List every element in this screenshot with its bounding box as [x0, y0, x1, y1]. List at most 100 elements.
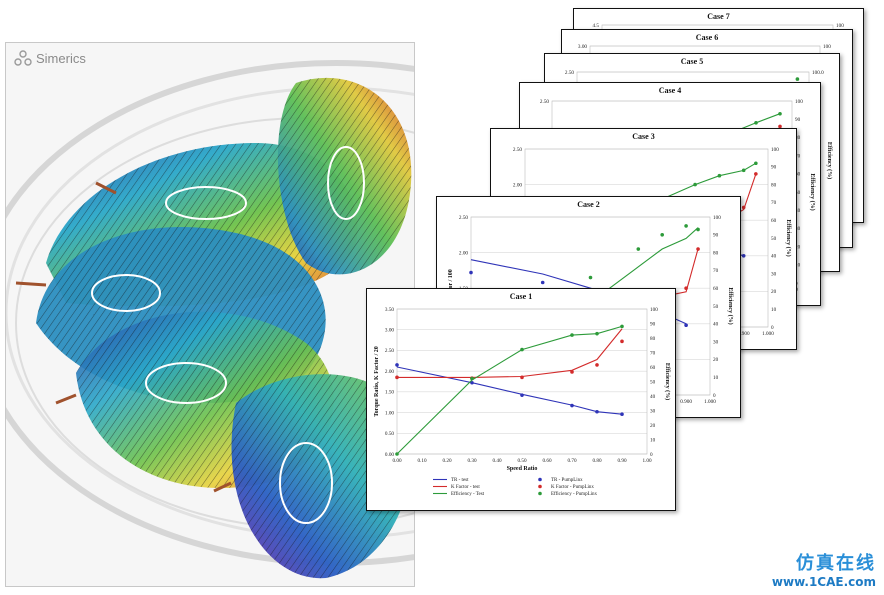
data-point — [620, 412, 624, 417]
series-line — [396, 325, 623, 455]
y2-tick-label: 50 — [795, 190, 801, 196]
y2-tick-label: 40 — [795, 208, 801, 214]
x-tick-label: 0.00 — [392, 458, 401, 464]
y-tick-label: 3.50 — [385, 307, 394, 313]
data-point — [754, 121, 758, 125]
y2-tick-label: 70 — [650, 350, 656, 356]
y2-tick-label: 60 — [795, 172, 801, 178]
legend-entry: Efficiency - Test — [451, 492, 485, 497]
y2-tick-label: 50 — [771, 236, 777, 242]
y-tick-label: 0.00 — [385, 452, 394, 458]
y2-tick-label: 30 — [650, 408, 656, 414]
y-tick-label: 2.50 — [540, 99, 549, 105]
y2-tick-label: 100 — [795, 99, 803, 105]
y2-axis-title: Efficiency (%) — [664, 363, 671, 400]
y2-tick-label: 30 — [713, 339, 719, 345]
data-point — [588, 275, 593, 280]
y2-tick-label: 90 — [771, 165, 777, 171]
y2-tick-label: 100 — [713, 215, 721, 221]
x-tick-label: 0.30 — [467, 458, 476, 464]
y2-tick-label: 70 — [795, 153, 801, 159]
y2-tick-label: 80 — [771, 182, 777, 188]
data-point — [778, 111, 782, 116]
y2-tick-label: 90 — [795, 117, 801, 123]
legend-entry: K Factor - test — [451, 485, 480, 490]
data-point — [693, 182, 697, 187]
y2-tick-label: 60 — [713, 286, 719, 292]
y2-tick-label: 40 — [771, 254, 777, 260]
x-tick-label: 1.000 — [704, 399, 716, 405]
x-tick-label: 0.60 — [542, 458, 551, 464]
y2-tick-label: 30 — [795, 226, 801, 232]
y2-tick-label: 50 — [713, 304, 719, 310]
y2-tick-label: 90 — [713, 233, 719, 239]
chart-title: Case 7 — [707, 12, 730, 21]
data-point — [620, 324, 624, 329]
y2-tick-label: 100.0 — [812, 70, 824, 76]
data-point — [741, 254, 746, 258]
data-point — [684, 323, 688, 328]
y2-tick-label: 20 — [771, 289, 777, 295]
chart-title: Case 4 — [658, 86, 682, 95]
brand-name: Simerics — [36, 50, 86, 66]
legend-entry: TR - test — [451, 478, 469, 483]
legend-swatch-point — [538, 491, 542, 496]
legend-entry: TR - PumpLinx — [551, 478, 583, 483]
data-point — [395, 452, 399, 456]
y2-tick-label: 80 — [795, 135, 801, 141]
x-tick-label: 0.70 — [567, 458, 576, 464]
x-tick-label: 1.000 — [762, 331, 774, 337]
data-point — [754, 161, 758, 166]
y-tick-label: 2.50 — [385, 348, 394, 354]
legend-entry: K Factor - PumpLinx — [551, 485, 594, 490]
y2-tick-label: 0 — [650, 452, 653, 458]
y2-tick-label: 100 — [771, 147, 779, 153]
data-point — [636, 247, 641, 251]
chart-title: Case 6 — [695, 33, 719, 42]
x-tick-label: 0.40 — [492, 458, 501, 464]
y-tick-label: 3.00 — [385, 328, 394, 334]
chart-title: Case 3 — [632, 132, 655, 141]
x-tick-label: 0.50 — [517, 458, 526, 464]
y2-tick-label: 20 — [795, 244, 801, 250]
y2-tick-label: 10 — [713, 375, 719, 381]
torque-converter-render — [6, 60, 414, 579]
chart-title: Case 1 — [509, 292, 533, 301]
y2-axis-title: Efficiency (%) — [727, 287, 734, 324]
watermark-chinese: 仿真在线 — [796, 553, 876, 574]
y2-tick-label: 10 — [771, 307, 777, 313]
data-point — [595, 331, 599, 336]
chart-title: Case 5 — [680, 57, 704, 66]
chart-plot: 0.00 0.50 1.00 1.50 2.00 2.50 3.00 3.50 0 10 20 30 4… — [374, 307, 671, 497]
plot-frame — [396, 308, 648, 455]
watermark-url: www.1CAE.com — [771, 575, 876, 589]
x-axis-title: Speed Ratio — [507, 466, 538, 472]
y2-tick-label: 20 — [650, 423, 656, 429]
y-tick-label: 2.50 — [565, 70, 574, 76]
data-point — [717, 173, 722, 178]
legend-swatch-point — [538, 477, 542, 482]
data-point — [520, 375, 524, 380]
x-tick-label: 0.80 — [592, 458, 601, 464]
y2-tick-label: 70 — [771, 200, 777, 206]
x-tick-label: 0.900 — [680, 399, 692, 405]
y2-tick-label: 100 — [823, 44, 831, 50]
data-point — [520, 347, 524, 352]
data-point — [778, 124, 782, 129]
data-point — [470, 380, 474, 385]
x-tick-label: 0.90 — [617, 458, 626, 464]
y2-tick-label: 40 — [713, 322, 719, 328]
y-tick-label: 2.00 — [513, 182, 522, 188]
data-point — [795, 77, 800, 81]
y2-tick-label: 80 — [713, 250, 719, 256]
y-tick-label: 3.00 — [578, 44, 587, 50]
y2-tick-label: 50 — [650, 379, 656, 385]
data-point — [684, 224, 688, 228]
y-tick-label: 4.5 — [593, 23, 600, 29]
brand: Simerics — [14, 50, 86, 66]
data-point — [754, 172, 758, 176]
y2-tick-label: 10 — [795, 263, 801, 269]
data-point — [684, 286, 688, 290]
y2-tick-label: 40 — [650, 394, 656, 400]
y-axis-title: Torque Ratio, K Factor / 20 — [374, 346, 380, 417]
